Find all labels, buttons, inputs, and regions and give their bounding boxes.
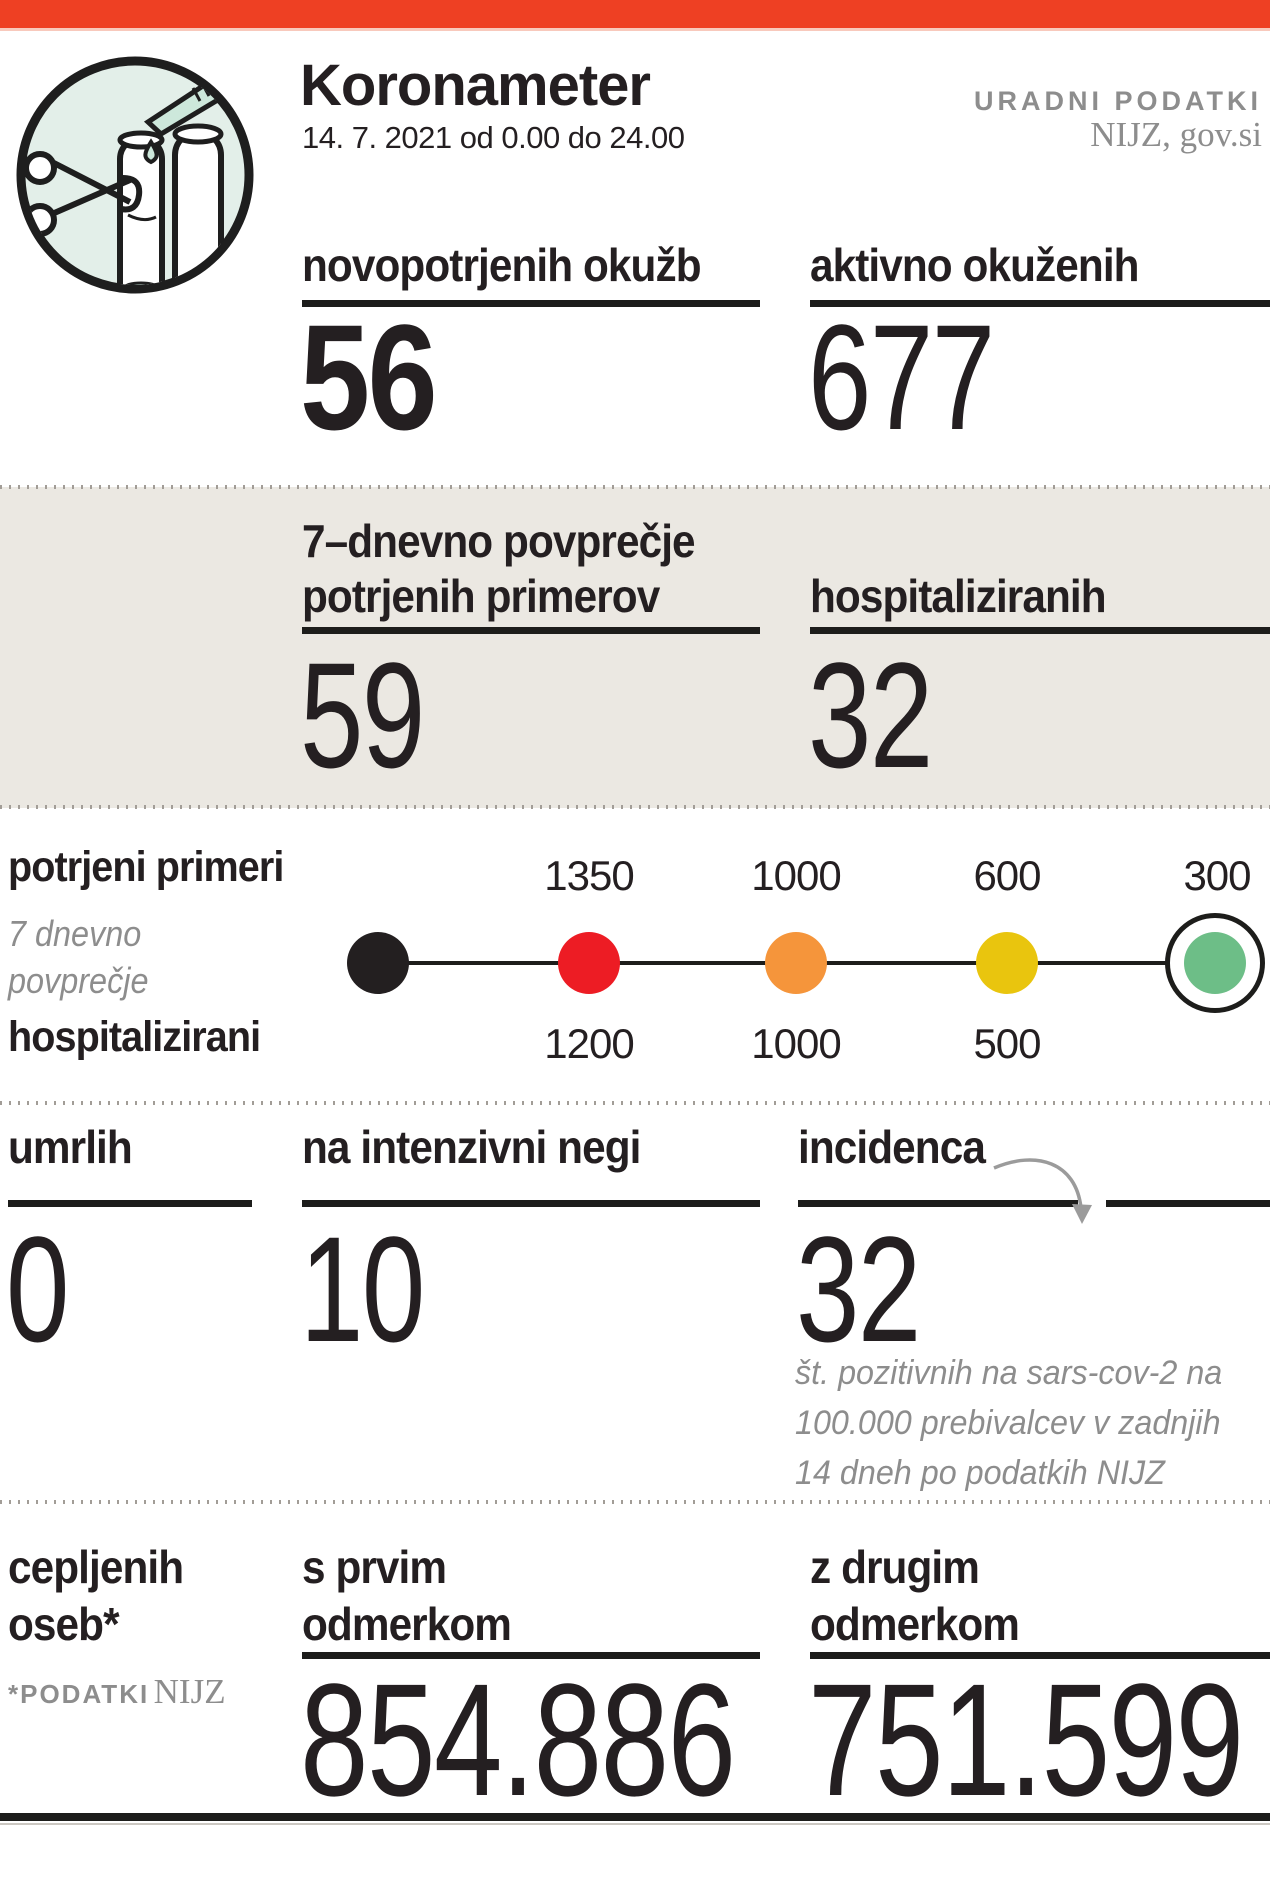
deaths-value: 0 <box>6 1205 69 1373</box>
icu-rule <box>302 1200 760 1207</box>
first-dose-value: 854.886 <box>300 1650 736 1829</box>
icu-label: na intenzivni negi <box>302 1121 641 1173</box>
hospitalized-value: 32 <box>808 631 933 799</box>
incidence-value: 32 <box>796 1205 921 1373</box>
hospitalized-rule <box>810 627 1270 634</box>
footnote-source: NIJZ <box>153 1672 226 1711</box>
hosp-threshold-red: 1200 <box>544 1020 634 1067</box>
second-dose-rule <box>810 1652 1270 1659</box>
cases-threshold-green: 300 <box>1183 852 1251 899</box>
active-cases-value: 677 <box>808 293 995 461</box>
cases-threshold-red: 1350 <box>544 852 634 899</box>
bottom-rule <box>0 1813 1270 1821</box>
band-bottom-ticks <box>0 805 1270 809</box>
incidence-rule-left <box>798 1200 1078 1207</box>
avg7-label-line1: 7–dnevno povprečje <box>302 515 696 567</box>
official-data-label: URADNI PODATKI <box>974 86 1262 116</box>
gauge-sub-label-line2: povprečje <box>8 960 149 1001</box>
divider-ticks-1 <box>0 1101 1270 1105</box>
incidence-rule-right <box>1106 1200 1270 1207</box>
deaths-label: umrlih <box>8 1121 133 1173</box>
new-cases-value: 56 <box>300 293 438 461</box>
hospitalized-label: hospitaliziranih <box>810 570 1107 622</box>
gauge-row1-label: potrjeni primeri <box>8 843 284 891</box>
gauge-sub-label-line1: 7 dnevno <box>8 913 142 954</box>
hosp-threshold-orange: 1000 <box>751 1020 841 1067</box>
incidence-note-line2: 100.000 prebivalcev v zadnjih <box>795 1404 1221 1442</box>
hosp-threshold-yellow: 500 <box>973 1020 1041 1067</box>
cases-threshold-yellow: 600 <box>973 852 1041 899</box>
divider-ticks-2 <box>0 1500 1270 1504</box>
cases-threshold-orange: 1000 <box>751 852 841 899</box>
data-source: NIJZ, gov.si <box>1090 115 1262 154</box>
footnote-mark: *PODATKI <box>8 1679 150 1709</box>
avg7-label-line2: potrjenih primerov <box>302 570 660 622</box>
gray-band <box>0 487 1270 808</box>
second-dose-value: 751.599 <box>808 1650 1244 1829</box>
active-cases-label: aktivno okuženih <box>810 239 1140 291</box>
second-dose-label-line1: z drugim <box>810 1541 980 1593</box>
vaccination-footnote: *PODATKI NIJZ <box>8 1672 226 1712</box>
first-dose-label-line2: odmerkom <box>302 1598 512 1650</box>
gauge-dot-black <box>347 932 409 994</box>
top-accent-bar <box>0 0 1270 31</box>
avg7-rule <box>302 627 760 634</box>
first-dose-rule <box>302 1652 760 1659</box>
active-cases-rule <box>810 300 1270 307</box>
gauge-dot-orange <box>765 932 827 994</box>
report-date: 14. 7. 2021 od 0.00 do 24.00 <box>302 120 685 155</box>
deaths-rule <box>8 1200 252 1207</box>
incidence-note-line3: 14 dneh po podatkih NIJZ <box>795 1454 1165 1492</box>
second-dose-label-line2: odmerkom <box>810 1598 1020 1650</box>
page-title: Koronameter <box>300 53 651 118</box>
incidence-arrow-icon <box>993 1158 1092 1224</box>
band-top-ticks <box>0 485 1270 489</box>
first-dose-label-line1: s prvim <box>302 1541 447 1593</box>
gauge-dot-green <box>1184 932 1246 994</box>
gauge-dot-red <box>558 932 620 994</box>
incidence-note-line1: št. pozitivnih na sars-cov-2 na <box>795 1354 1223 1392</box>
gauge-row2-label: hospitalizirani <box>8 1013 261 1061</box>
bottom-rule-shadow <box>0 1823 1270 1825</box>
new-cases-rule <box>302 300 760 307</box>
new-cases-label: novopotrjenih okužb <box>302 239 702 291</box>
vaccinated-label-line1: cepljenih <box>8 1541 184 1593</box>
gauge-dot-yellow <box>976 932 1038 994</box>
avg7-value: 59 <box>300 631 425 799</box>
vaccinated-label-line2: oseb* <box>8 1598 120 1650</box>
incidence-label: incidenca <box>798 1121 986 1173</box>
icu-value: 10 <box>300 1205 425 1373</box>
test-tubes-pipette-icon <box>16 56 254 294</box>
